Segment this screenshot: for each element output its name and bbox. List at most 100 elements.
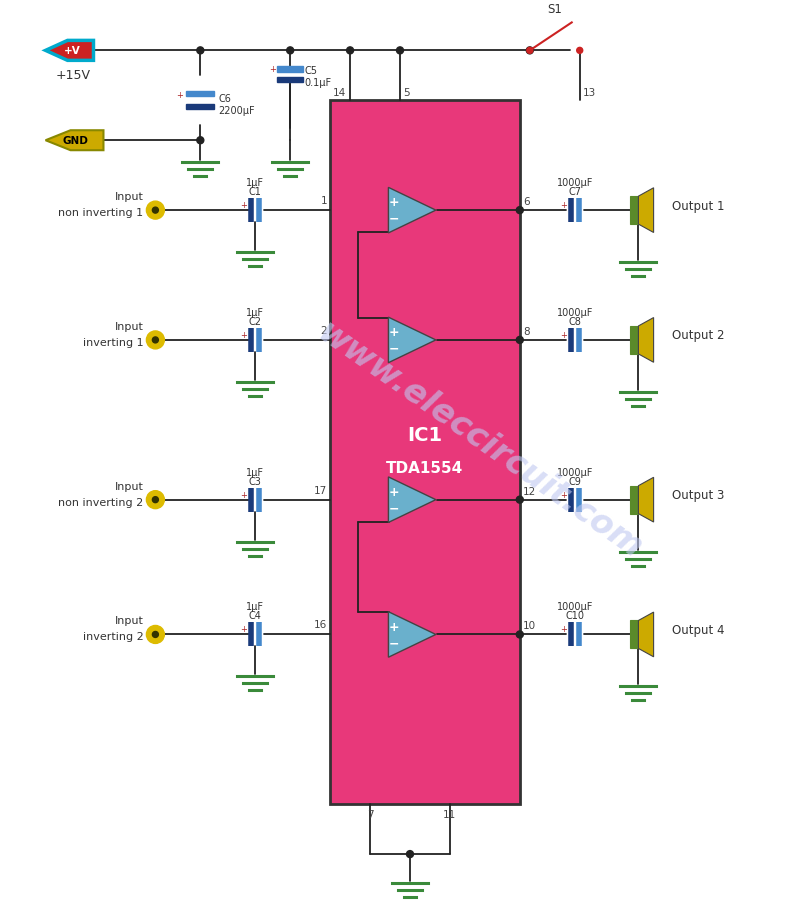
Circle shape — [152, 208, 158, 214]
Text: 1μF: 1μF — [246, 308, 264, 318]
Text: 11: 11 — [443, 810, 457, 819]
Text: +: + — [560, 625, 566, 634]
Circle shape — [526, 48, 534, 55]
Text: 14: 14 — [333, 88, 346, 98]
Text: C9: C9 — [568, 476, 581, 486]
Circle shape — [516, 631, 523, 639]
Text: 13: 13 — [582, 88, 596, 98]
Text: TDA1554: TDA1554 — [386, 460, 463, 475]
Text: Output 4: Output 4 — [671, 623, 724, 636]
Text: S1: S1 — [547, 4, 562, 17]
Text: 1000μF: 1000μF — [557, 308, 593, 318]
Text: C5: C5 — [304, 66, 317, 76]
Text: non inverting 2: non inverting 2 — [58, 497, 143, 507]
Circle shape — [197, 138, 204, 144]
Text: 1000μF: 1000μF — [557, 178, 593, 188]
Text: +: + — [389, 196, 399, 209]
Circle shape — [146, 332, 164, 349]
Text: Input: Input — [114, 192, 143, 202]
Bar — [630, 621, 638, 649]
Polygon shape — [389, 612, 436, 657]
Text: C7: C7 — [568, 187, 582, 197]
Text: −: − — [389, 502, 399, 515]
Text: IC1: IC1 — [407, 425, 442, 444]
Polygon shape — [638, 612, 654, 657]
Text: +: + — [560, 490, 566, 499]
Text: +: + — [389, 485, 399, 498]
Text: +15V: +15V — [55, 69, 90, 83]
Bar — [277, 78, 303, 84]
Text: 2: 2 — [321, 325, 327, 335]
Polygon shape — [638, 188, 654, 233]
Bar — [186, 105, 214, 110]
Circle shape — [516, 496, 523, 504]
Circle shape — [406, 851, 414, 857]
Text: Output 1: Output 1 — [671, 199, 724, 212]
Text: −: − — [389, 212, 399, 226]
Text: GND: GND — [62, 136, 89, 146]
Text: 8: 8 — [523, 326, 530, 336]
Text: 1000μF: 1000μF — [557, 467, 593, 477]
Circle shape — [516, 337, 523, 344]
Text: +: + — [389, 325, 399, 339]
Text: 1μF: 1μF — [246, 467, 264, 477]
Text: 1μF: 1μF — [246, 602, 264, 612]
Text: +: + — [240, 201, 247, 210]
Circle shape — [577, 49, 582, 54]
Circle shape — [286, 48, 294, 55]
Text: 1000μF: 1000μF — [557, 602, 593, 612]
Bar — [630, 197, 638, 225]
Polygon shape — [46, 131, 103, 151]
Text: 6: 6 — [523, 197, 530, 207]
Text: 7: 7 — [366, 810, 374, 819]
Text: 1: 1 — [321, 196, 327, 206]
Circle shape — [346, 48, 354, 55]
Text: Output 2: Output 2 — [671, 329, 724, 342]
Polygon shape — [638, 318, 654, 363]
Circle shape — [516, 208, 523, 214]
Text: inverting 1: inverting 1 — [82, 337, 143, 347]
Text: +: + — [240, 490, 247, 499]
Circle shape — [152, 337, 158, 344]
Text: 5: 5 — [403, 88, 410, 98]
Text: C10: C10 — [566, 611, 584, 621]
Text: inverting 2: inverting 2 — [82, 631, 143, 641]
Text: Output 3: Output 3 — [671, 489, 724, 502]
Text: C3: C3 — [249, 476, 262, 486]
Text: C1: C1 — [249, 187, 262, 197]
Circle shape — [152, 631, 158, 638]
Bar — [630, 486, 638, 514]
Polygon shape — [389, 318, 436, 363]
Text: C4: C4 — [249, 611, 262, 621]
Text: Input: Input — [114, 482, 143, 491]
Text: Input: Input — [114, 616, 143, 626]
Text: −: − — [389, 637, 399, 650]
Text: +: + — [240, 625, 247, 634]
Text: 17: 17 — [314, 485, 327, 495]
Text: +: + — [270, 64, 276, 74]
Circle shape — [397, 48, 403, 55]
Text: C2: C2 — [249, 316, 262, 326]
Text: −: − — [389, 343, 399, 356]
Bar — [630, 326, 638, 355]
Polygon shape — [638, 478, 654, 523]
Bar — [186, 92, 214, 97]
Text: 16: 16 — [314, 619, 327, 630]
Text: +: + — [560, 201, 566, 210]
Circle shape — [146, 626, 164, 643]
Text: +V: +V — [64, 46, 81, 56]
Polygon shape — [389, 188, 436, 233]
Circle shape — [146, 202, 164, 220]
Bar — [330, 101, 520, 804]
Text: 0.1μF: 0.1μF — [304, 78, 331, 88]
Text: +: + — [177, 91, 183, 100]
Text: 12: 12 — [523, 486, 536, 496]
Text: non inverting 1: non inverting 1 — [58, 208, 143, 218]
Circle shape — [146, 491, 164, 509]
Text: 1μF: 1μF — [246, 178, 264, 188]
Text: +: + — [240, 331, 247, 339]
Text: Input: Input — [114, 322, 143, 332]
Text: C6: C6 — [218, 94, 231, 104]
Polygon shape — [46, 41, 94, 62]
Text: C8: C8 — [568, 316, 581, 326]
